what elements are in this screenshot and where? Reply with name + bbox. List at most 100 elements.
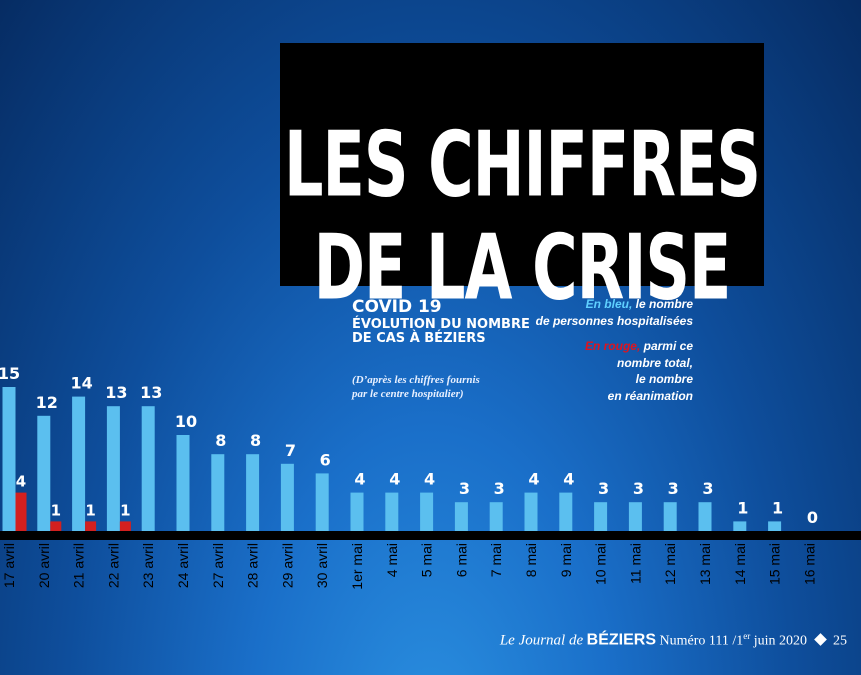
data-label-blue: 6 (320, 450, 331, 469)
legend-blue-text1: le nombre (632, 297, 693, 311)
bar-blue (72, 396, 86, 531)
bar-blue (559, 492, 573, 531)
data-label-blue: 4 (389, 470, 400, 489)
bar-blue (141, 406, 155, 531)
data-label-blue: 10 (175, 412, 197, 431)
bar-blue (176, 435, 190, 531)
diamond-icon (813, 632, 827, 646)
data-label-blue: 12 (36, 393, 58, 412)
data-label-blue: 8 (215, 431, 226, 450)
data-label-blue: 4 (354, 470, 365, 489)
x-tick-label: 4 mai (384, 543, 400, 577)
footer-journal: Le Journal de (499, 632, 584, 649)
bar-blue (628, 502, 642, 531)
bar-red (119, 521, 131, 531)
bar-blue (315, 473, 329, 531)
bar-red (85, 521, 97, 531)
bar-red (50, 521, 62, 531)
x-tick-label: 20 avril (36, 543, 52, 588)
x-tick-label: 23 avril (140, 543, 156, 588)
x-tick-label: 29 avril (279, 543, 295, 588)
data-label-blue: 1 (772, 498, 783, 517)
bar-blue (698, 502, 712, 531)
footer-issue-sup: er (743, 631, 751, 641)
x-tick-label: 1er mai (349, 543, 365, 590)
legend-blue-key: En bleu, (585, 297, 633, 311)
data-label-blue: 3 (494, 479, 505, 498)
x-tick-label: 8 mai (523, 543, 539, 577)
data-label-blue: 8 (250, 431, 261, 450)
data-label-blue: 3 (633, 479, 644, 498)
data-label-blue: 3 (702, 479, 713, 498)
bar-blue (350, 492, 364, 531)
x-tick-label: 13 mai (697, 543, 713, 585)
x-tick-label: 11 mai (627, 543, 643, 584)
x-tick-label: 10 mai (593, 543, 609, 585)
bar-blue (246, 454, 260, 531)
bar-blue (524, 492, 538, 531)
bar-blue (385, 492, 399, 531)
legend-blue: En bleu, le nombre de personnes hospital… (493, 296, 693, 329)
data-label-red: 1 (120, 501, 130, 519)
x-tick-label: 16 mai (801, 543, 817, 585)
legend-red: En rouge, parmi ce nombre total, le nomb… (493, 338, 693, 404)
data-label-blue: 3 (598, 479, 609, 498)
legend-blue-text2: de personnes hospitalisées (535, 313, 693, 328)
x-tick-label: 27 avril (210, 543, 226, 588)
footer-issue: Numéro 111 /1 (659, 633, 744, 649)
bar-blue (663, 502, 677, 531)
source-note: (D’après les chiffres fournis par le cen… (352, 374, 480, 401)
footer-city: BÉZIERS (586, 631, 656, 649)
data-label-blue: 3 (668, 479, 679, 498)
bar-blue (733, 521, 747, 531)
bar-blue (489, 502, 503, 531)
x-tick-label: 17 avril (1, 543, 17, 588)
data-label-blue: 3 (459, 479, 470, 498)
bar-blue (454, 502, 468, 531)
bar-blue (2, 387, 16, 531)
title-line-1: LES CHIFFRES (283, 111, 761, 218)
data-label-blue: 15 (0, 364, 20, 383)
data-label-red: 4 (16, 473, 26, 491)
data-label-blue: 4 (424, 470, 435, 489)
title-line-2: DE LA CRISE (313, 214, 732, 321)
bar-blue (211, 454, 225, 531)
x-tick-label: 9 mai (558, 543, 574, 577)
bar-blue (768, 521, 782, 531)
footer-page: 25 (833, 633, 847, 649)
legend-red-text4: en réanimation (607, 388, 693, 403)
data-label-red: 1 (85, 501, 95, 519)
data-label-blue: 7 (285, 441, 296, 460)
data-label-red: 1 (51, 501, 61, 519)
data-label-blue: 4 (563, 470, 574, 489)
x-tick-label: 28 avril (245, 543, 261, 588)
bar-blue (37, 415, 51, 531)
data-label-blue: 0 (807, 508, 818, 527)
x-tick-label: 22 avril (105, 543, 121, 588)
data-label-blue: 4 (528, 470, 539, 489)
legend-red-key: En rouge, (584, 339, 641, 354)
x-tick-label: 14 mai (732, 543, 748, 585)
x-axis (0, 531, 861, 540)
title-box: LES CHIFFRES DE LA CRISE (280, 43, 764, 320)
legend-red-text3: le nombre (635, 372, 693, 387)
legend: En bleu, le nombre de personnes hospital… (493, 296, 693, 413)
x-tick-label: 15 mai (767, 543, 783, 585)
x-tick-label: 12 mai (662, 543, 678, 585)
bar-blue (594, 502, 608, 531)
subtitle-line-2: DE CAS À BÉZIERS (352, 331, 486, 347)
bar-blue (106, 406, 120, 531)
data-label-blue: 13 (140, 383, 162, 402)
x-tick-label: 24 avril (175, 543, 191, 588)
legend-red-text1: parmi ce (640, 339, 693, 354)
x-tick-label: 7 mai (488, 543, 504, 577)
footer: Le Journal de BÉZIERS Numéro 111 /1er ju… (500, 631, 847, 650)
bar-blue (280, 463, 294, 531)
x-tick-label: 6 mai (453, 543, 469, 577)
bar-red (15, 492, 27, 531)
x-tick-label: 30 avril (314, 543, 330, 588)
data-label-blue: 1 (737, 498, 748, 517)
chart-subtitle: COVID 19 ÉVOLUTION DU NOMBRE DE CAS À BÉ… (352, 297, 530, 347)
x-tick-label: 5 mai (419, 543, 435, 577)
